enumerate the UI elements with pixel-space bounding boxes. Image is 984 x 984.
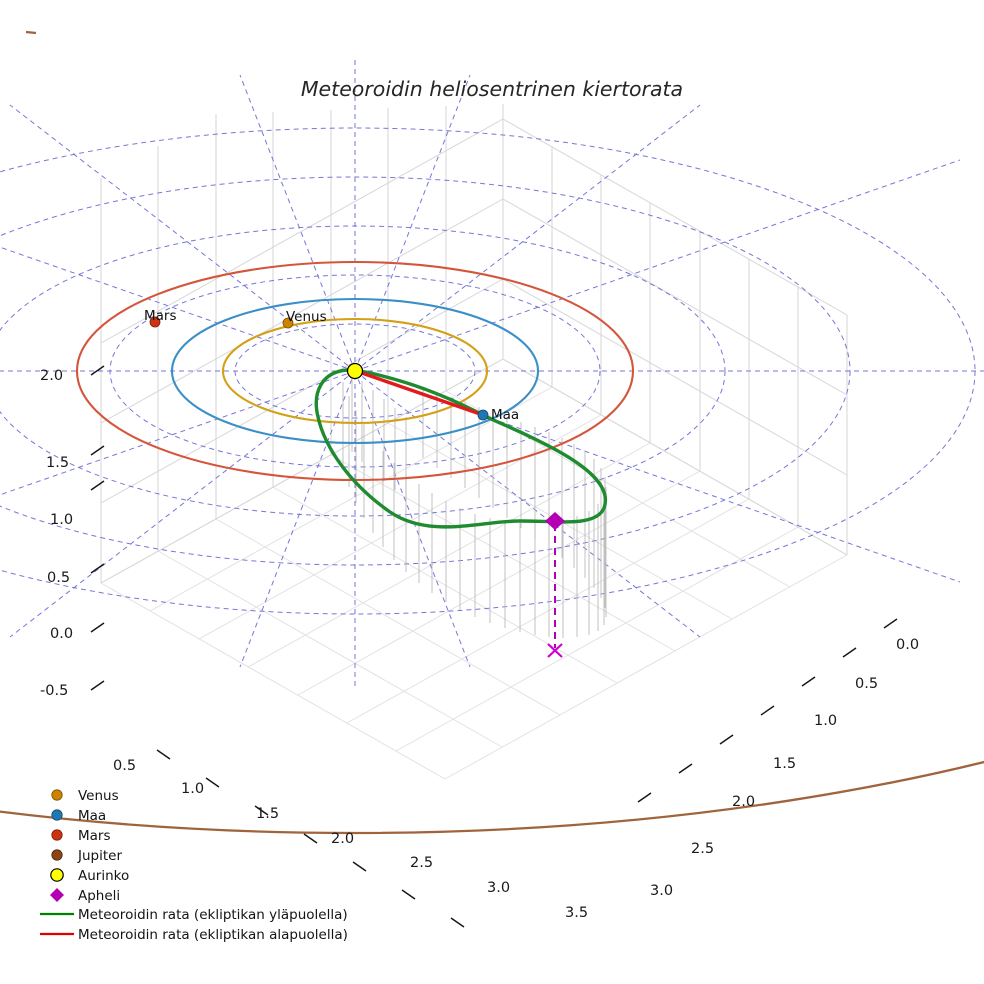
legend-label-jupiter: Jupiter bbox=[77, 848, 122, 864]
box-grid-panes bbox=[100, 104, 848, 780]
tick-label: 1.5 bbox=[46, 455, 69, 471]
polar-grid-overlay bbox=[0, 60, 984, 690]
tick-label: 1.0 bbox=[181, 781, 204, 797]
legend-label-mars: Mars bbox=[78, 828, 111, 844]
tick-label: 2.5 bbox=[691, 841, 714, 857]
tick-label: 0.5 bbox=[47, 570, 70, 586]
meteoroid-orbit-below-ecliptic bbox=[354, 369, 485, 417]
page-title: Meteoroidin heliosentrinen kiertorata bbox=[301, 77, 683, 101]
tick-label: 1.5 bbox=[256, 806, 279, 822]
legend-marker-mars bbox=[51, 829, 63, 841]
venus-marker bbox=[282, 317, 294, 329]
body-markers bbox=[149, 316, 489, 421]
tick-label: 0.0 bbox=[50, 626, 73, 642]
meteoroid-orbit-above-ecliptic bbox=[314, 368, 608, 529]
legend-label-aurinko: Aurinko bbox=[78, 868, 129, 884]
earth-orbit bbox=[170, 297, 540, 445]
jupiter-orbit-fragment bbox=[25, 30, 37, 35]
jupiter-orbit-arc-top bbox=[0, 760, 984, 835]
aphelion-cross-icon bbox=[547, 643, 563, 658]
legend-label-above-ecliptic: Meteoroidin rata (ekliptikan yläpuolella… bbox=[78, 907, 348, 923]
orbit-projection-droplines bbox=[342, 372, 607, 638]
tick-label: 3.0 bbox=[487, 880, 510, 896]
legend-marker-maa bbox=[51, 809, 63, 821]
legend-marker-jupiter bbox=[51, 849, 63, 861]
legend: Venus Maa Mars Jupiter Aurinko Apheli Me… bbox=[40, 788, 348, 943]
tick-label: 0.5 bbox=[855, 676, 878, 692]
tick-label: 2.0 bbox=[40, 368, 63, 384]
tick-label: 0.0 bbox=[896, 637, 919, 653]
legend-marker-venus bbox=[51, 789, 63, 801]
tick-label: -0.5 bbox=[40, 683, 68, 699]
aphelion-group bbox=[545, 512, 565, 658]
legend-marker-aurinko bbox=[50, 868, 64, 882]
legend-label-apheli: Apheli bbox=[78, 888, 120, 904]
mars-marker bbox=[149, 316, 161, 328]
earth-point-label: Maa bbox=[491, 407, 519, 423]
tick-label: 0.5 bbox=[113, 758, 136, 774]
venus-point-label: Venus bbox=[286, 309, 327, 325]
legend-label-below-ecliptic: Meteoroidin rata (ekliptikan alapuolella… bbox=[78, 927, 348, 943]
sun-marker bbox=[346, 362, 364, 380]
meteoroid-orbit bbox=[314, 368, 608, 529]
tick-label: 3.0 bbox=[650, 883, 673, 899]
tick-label: 2.0 bbox=[331, 831, 354, 847]
legend-marker-apheli bbox=[50, 888, 64, 902]
aphelion-diamond-marker bbox=[545, 512, 565, 530]
tick-label: 1.0 bbox=[50, 512, 73, 528]
earth-marker bbox=[477, 409, 489, 421]
mars-point-label: Mars bbox=[144, 308, 177, 324]
legend-label-venus: Venus bbox=[78, 788, 119, 804]
axis-tick-marks bbox=[90, 365, 898, 928]
tick-label: 2.5 bbox=[410, 855, 433, 871]
left-axis-tick-labels: 2.0 1.5 1.0 0.5 0.0 -0.5 bbox=[40, 368, 73, 699]
venus-orbit bbox=[221, 317, 489, 425]
bottom-axis-tick-labels: 0.5 1.0 1.5 2.0 2.5 3.0 3.5 bbox=[113, 758, 588, 921]
tick-label: 3.5 bbox=[565, 905, 588, 921]
tick-label: 1.0 bbox=[814, 713, 837, 729]
legend-label-maa: Maa bbox=[78, 808, 106, 824]
tick-label: 2.0 bbox=[732, 794, 755, 810]
tick-label: 1.5 bbox=[773, 756, 796, 772]
right-axis-tick-labels: 0.0 0.5 1.0 1.5 2.0 2.5 3.0 bbox=[650, 637, 919, 899]
